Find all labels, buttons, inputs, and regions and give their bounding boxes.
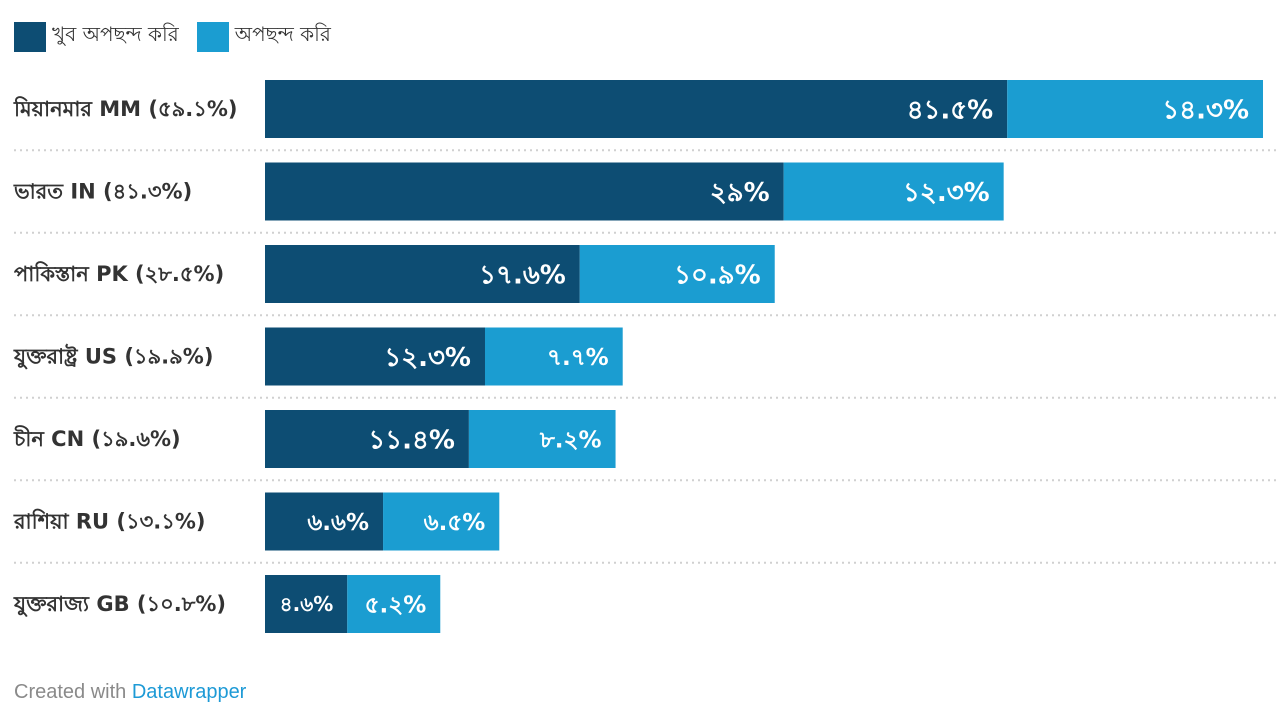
bar-segment [265,80,1008,138]
data-label: ১০.৯% [674,260,761,290]
category-label: মিয়ানমার MM (৫৯.১%) [13,96,237,121]
category-label: যুক্তরাষ্ট্র US (১৯.৯%) [13,344,213,370]
data-label: ৬.৫% [424,510,486,536]
bar-segment [484,327,623,386]
bar-segment [1007,80,1263,138]
bar-segment [265,327,485,386]
chart-legend: খুব অপছন্দ করি অপছন্দ করি [14,20,349,53]
category-label: ভারত IN (৪১.৩%) [13,180,192,204]
bar-segment [265,245,580,303]
legend-item-strongly-dislike: খুব অপছন্দ করি [14,20,179,53]
legend-label-dislike: অপছন্দ করি [234,22,331,46]
legend-swatch-strongly-dislike [14,21,46,52]
bar-segment [265,410,469,468]
data-label: ১৪.৩% [1162,95,1249,125]
data-label: ২৯% [710,178,770,208]
data-label: ১১.৪% [368,425,455,455]
category-label: যুক্তরাজ্য GB (১০.৮%) [13,592,226,617]
data-label: ৪.৬% [280,592,334,616]
category-label: পাকিস্তান PK (২৮.৫%) [14,261,224,286]
data-label: ১২.৩% [384,343,471,373]
bar-segment [265,492,384,551]
bar-segment [265,162,784,221]
footer-prefix: Created with [14,681,132,703]
legend-swatch-dislike [196,21,229,52]
bar-segment [579,245,775,303]
bar-segment [347,575,441,633]
bar-segment [383,492,500,551]
footer-credit: Created with Datawrapper [14,681,246,704]
data-label: ৫.২% [365,592,427,618]
data-label: ১৭.৬% [479,260,566,290]
bar-chart: মিয়ানমার MM (৫৯.১%) ৪১.৫% ১৪.৩% ভারত IN (৪… [13,80,1278,633]
datawrapper-link[interactable]: Datawrapper [131,681,247,703]
data-label: ৭.৭% [547,345,609,371]
category-label: চীন CN (১৯.৬%) [13,425,181,451]
data-label: ১২.৩% [903,178,990,208]
data-label: ৪১.৫% [907,95,994,125]
legend-item-dislike: অপছন্দ করি [196,20,331,53]
legend-label-strongly-dislike: খুব অপছন্দ করি [52,22,179,46]
category-label: রাশিয়া RU (১৩.১%) [13,509,206,534]
bar-segment [783,162,1004,221]
data-label: ৮.২% [539,427,602,453]
bar-segment [468,410,616,468]
bar-segment [265,575,348,633]
data-label: ৬.৬% [307,510,369,536]
